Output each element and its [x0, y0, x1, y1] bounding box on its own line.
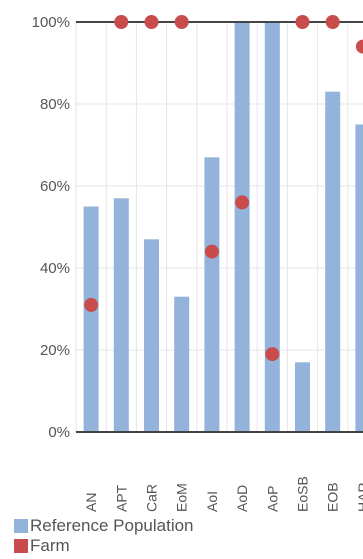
bar-reference-AoI — [204, 157, 220, 433]
y-tick-labels: 0% 20% 40% 60% 80% 100% — [32, 14, 70, 441]
bars — [83, 22, 363, 433]
x-tick-label: AoP — [264, 486, 280, 512]
marker-farm-AN — [84, 297, 99, 312]
bar-reference-APT — [113, 198, 129, 432]
marker-farm-AoI — [204, 244, 219, 259]
marker-farm-EoSB — [295, 15, 310, 29]
legend-swatch-reference — [14, 519, 28, 533]
y-tick-label: 100% — [32, 14, 70, 31]
bar-reference-AN — [83, 206, 99, 432]
x-tick-label: EOB — [325, 482, 341, 512]
x-tick-label: AN — [83, 493, 99, 512]
marker-farm-AoP — [265, 347, 280, 362]
farm-markers — [84, 15, 363, 362]
y-tick-label: 60% — [40, 178, 70, 195]
y-tick-label: 80% — [40, 96, 70, 113]
x-tick-label: AoD — [234, 485, 250, 512]
bar-reference-EoM — [174, 296, 190, 432]
legend-item-farm: Farm — [14, 536, 194, 556]
legend-label-reference: Reference Population — [30, 516, 194, 535]
y-tick-label: 0% — [48, 424, 70, 441]
y-tick-label: 20% — [40, 342, 70, 359]
x-tick-label: EoM — [174, 483, 190, 512]
marker-farm-EOB — [325, 15, 340, 29]
bar-reference-AoP — [264, 22, 280, 432]
bar-reference-AoD — [234, 22, 250, 432]
marker-farm-CaR — [144, 15, 159, 29]
x-tick-label: AoI — [204, 491, 220, 512]
marker-farm-HAR — [355, 39, 363, 54]
x-tick-label: APT — [113, 484, 129, 512]
bar-reference-CaR — [144, 239, 159, 432]
legend-item-reference: Reference Population — [14, 516, 194, 536]
legend-swatch-farm — [14, 539, 28, 553]
x-tick-label: HAR — [355, 482, 363, 512]
marker-farm-APT — [114, 15, 129, 29]
x-tick-label: EoSB — [295, 476, 311, 512]
y-tick-label: 40% — [40, 260, 70, 277]
legend-label-farm: Farm — [30, 536, 70, 555]
legend: Reference Population Farm — [14, 516, 194, 556]
bar-reference-HAR — [355, 124, 363, 432]
x-tick-labels: AN APT CaR EoM AoI AoD AoP EoSB EOB HAR — [83, 476, 363, 512]
x-tick-label: CaR — [144, 484, 160, 512]
marker-farm-EoM — [174, 15, 189, 29]
bar-reference-EOB — [325, 91, 341, 432]
bar-reference-EoSB — [295, 362, 310, 432]
marker-farm-AoD — [235, 195, 250, 210]
